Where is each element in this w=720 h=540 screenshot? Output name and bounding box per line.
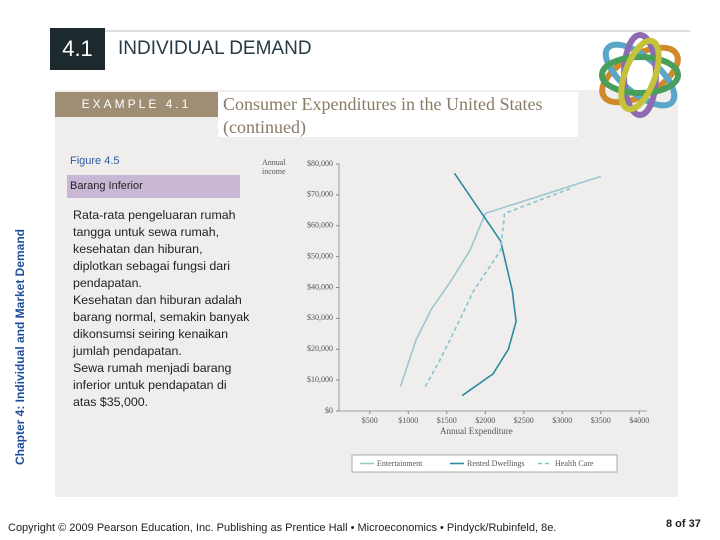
body-text: Rata-rata pengeluaran rumah tangga untuk… (73, 207, 253, 411)
side-label: Chapter 4: Individual and Market Demand (13, 228, 27, 466)
y-tick-label: $40,000 (307, 282, 333, 291)
x-tick-label: $3000 (552, 416, 572, 425)
copyright: Copyright © 2009 Pearson Education, Inc.… (8, 522, 557, 534)
y-tick-label: $50,000 (307, 251, 333, 260)
legend-label: Rented Dwellings (467, 459, 525, 468)
y-tick-label: $60,000 (307, 221, 333, 230)
y-tick-label: $20,000 (307, 344, 333, 353)
legend-label: Entertainment (377, 459, 423, 468)
body-paragraph: Sewa rumah menjadi barang inferior untuk… (73, 361, 232, 409)
x-tick-label: $1500 (437, 416, 457, 425)
logo (599, 32, 681, 118)
title-area (218, 92, 578, 137)
x-tick-label: $3500 (591, 416, 611, 425)
x-tick-label: $1000 (398, 416, 418, 425)
x-tick-label: $2500 (514, 416, 534, 425)
x-axis-label: Annual Expenditure (440, 426, 513, 436)
series-line (399, 175, 602, 387)
y-tick-label: $10,000 (307, 375, 333, 384)
y-axis-label: Annual income (262, 158, 286, 176)
number-box (50, 28, 105, 70)
figure-label: Figure 4.5 (70, 155, 120, 167)
x-tick-label: $2000 (475, 416, 495, 425)
x-tick-label: $500 (362, 416, 378, 425)
body-paragraph: Rata-rata pengeluaran rumah tangga untuk… (73, 208, 236, 290)
y-tick-label: $0 (325, 406, 333, 415)
x-tick-label: $4000 (629, 416, 649, 425)
section-title: INDIVIDUAL DEMAND (118, 38, 312, 59)
legend-label: Health Care (555, 459, 594, 468)
body-paragraph: Kesehatan dan hiburan adalah barang norm… (73, 293, 250, 358)
section-number: 4.1 (62, 36, 93, 61)
y-tick-label: $80,000 (307, 159, 333, 168)
legend-box (351, 454, 618, 473)
example-subtitle: (continued) (223, 117, 306, 137)
y-tick-label: $70,000 (307, 190, 333, 199)
box-title-bg (67, 175, 240, 198)
page-number: 8 of 37 (666, 518, 701, 530)
series-line (453, 172, 517, 397)
box-title: Barang Inferior (70, 180, 143, 192)
example-label: EXAMPLE 4.1 (81, 97, 192, 111)
example-title: Consumer Expenditures in the United Stat… (223, 94, 543, 114)
example-band (55, 92, 218, 117)
panel (55, 90, 678, 497)
y-tick-label: $30,000 (307, 313, 333, 322)
series-line (423, 187, 571, 390)
